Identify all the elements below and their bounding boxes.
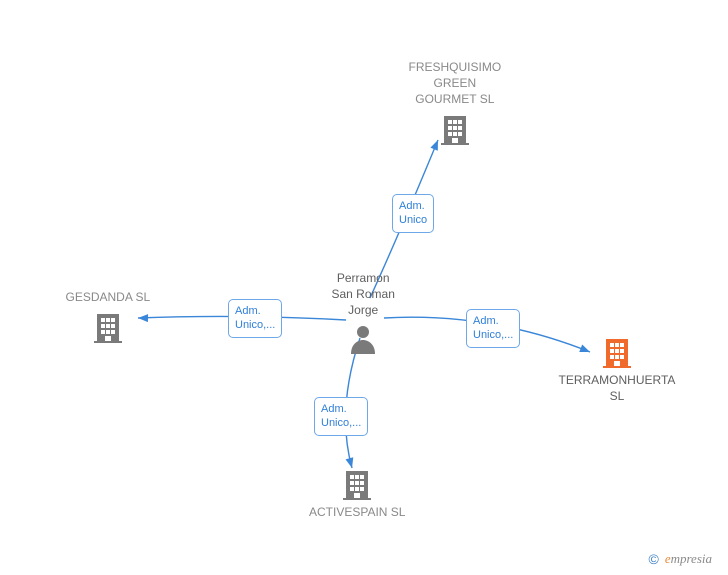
watermark: © empresia [648, 551, 712, 567]
company-label: FRESHQUISIMO GREEN GOURMET SL [409, 59, 502, 108]
company-node-gesdanda: GESDANDA SL [66, 289, 151, 343]
building-icon [439, 113, 471, 145]
company-label: ACTIVESPAIN SL [309, 504, 405, 520]
edge-label-top: Adm. Unico [392, 194, 434, 233]
edge-label-bottom: Adm. Unico,... [314, 397, 368, 436]
building-icon [601, 336, 633, 368]
center-person-node: Perramon San Roman Jorge [332, 270, 395, 355]
person-icon [347, 322, 379, 354]
building-icon [341, 468, 373, 500]
copyright-symbol: © [648, 551, 658, 567]
company-node-terramonhuerta: TERRAMONHUERTA SL [559, 336, 676, 404]
company-label: GESDANDA SL [66, 289, 151, 305]
company-node-freshquisimo: FRESHQUISIMO GREEN GOURMET SL [409, 59, 502, 146]
building-icon [92, 311, 124, 343]
edge-label-right: Adm. Unico,... [466, 309, 520, 348]
brand-name: empresia [665, 551, 712, 567]
company-label: TERRAMONHUERTA SL [559, 372, 676, 404]
center-label: Perramon San Roman Jorge [332, 270, 395, 319]
company-node-activespain: ACTIVESPAIN SL [309, 468, 405, 520]
edge-label-left: Adm. Unico,... [228, 299, 282, 338]
